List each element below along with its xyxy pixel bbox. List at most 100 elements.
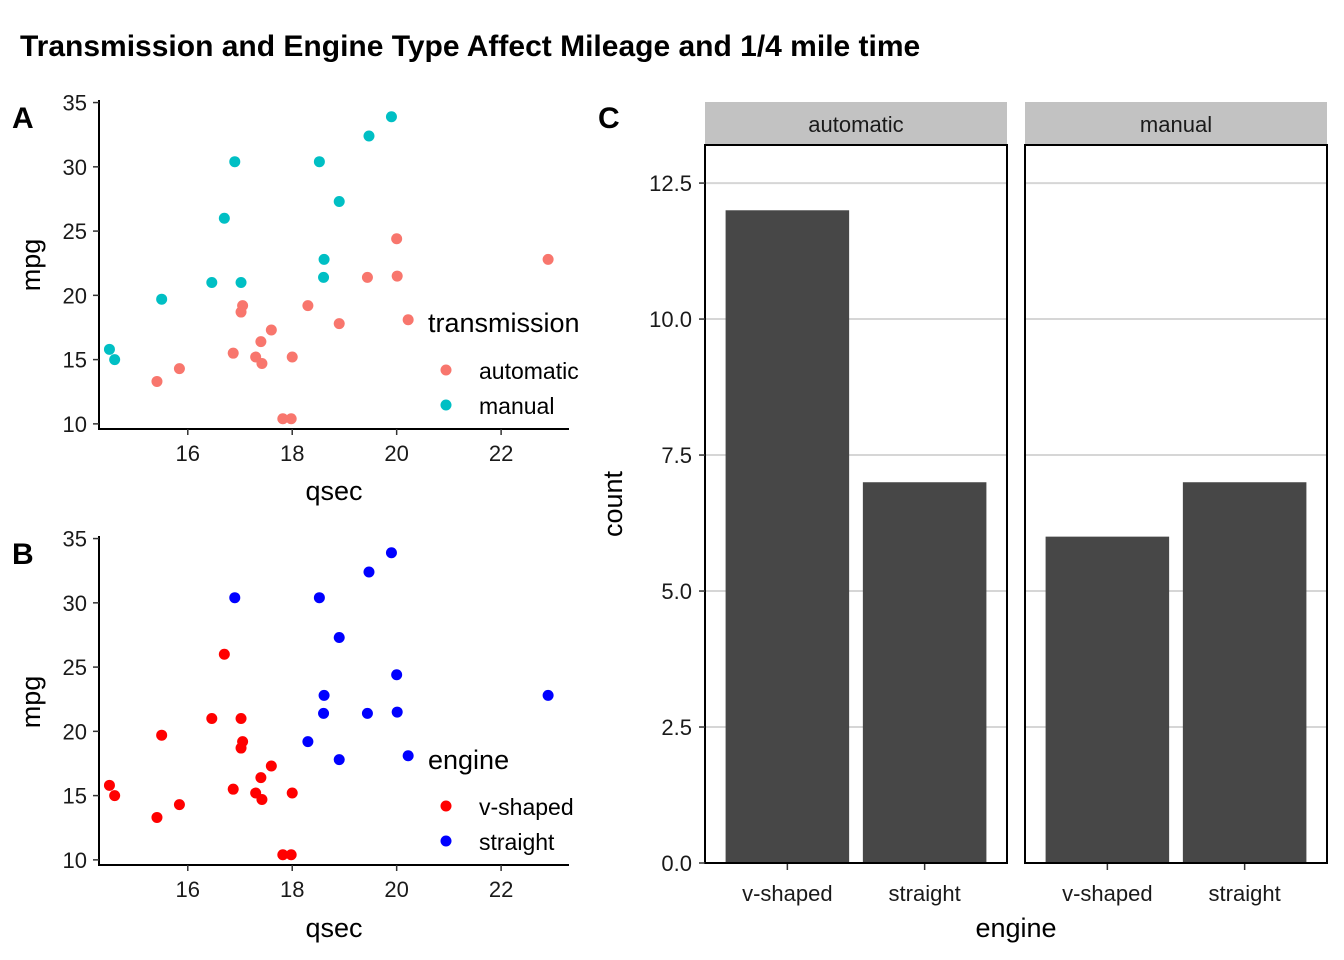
panel-b-point-v-shaped <box>156 729 168 741</box>
panel-a-point-manual <box>363 130 375 142</box>
bar-automatic-v-shaped <box>725 210 850 864</box>
panel-b-point-v-shaped <box>265 760 277 772</box>
panel-b-tag: B <box>12 538 34 571</box>
panel-b-x-tick-label: 16 <box>176 877 200 902</box>
panel-a-point-manual <box>103 343 115 355</box>
bar-automatic-straight <box>862 482 987 863</box>
panel-b-point-straight <box>229 592 241 604</box>
panel-a-point-manual <box>206 276 218 288</box>
panel-b-point-straight <box>402 750 414 762</box>
panel-c-bars <box>725 210 1307 864</box>
panel-b-y-tick-label: 35 <box>63 527 87 552</box>
panel-a-point-automatic <box>391 233 403 245</box>
panel-a-y-label: mpg <box>16 239 46 292</box>
panel-a-y-tick-label: 35 <box>63 91 87 116</box>
panel-b-point-v-shaped <box>250 787 262 799</box>
bar-manual-straight <box>1182 482 1307 863</box>
panel-a-point-manual <box>318 253 330 265</box>
panel-a-x-label: qsec <box>305 476 362 506</box>
panel-c-x-label: engine <box>975 913 1056 943</box>
panel-b-y-label: mpg <box>16 676 46 729</box>
panel-b-point-v-shaped <box>173 799 185 811</box>
figure-title: Transmission and Engine Type Affect Mile… <box>20 30 920 63</box>
panel-a-point-manual <box>385 111 397 123</box>
panel-b-point-straight <box>302 736 314 748</box>
panel-b-point-straight <box>542 689 554 701</box>
panel-a-point-manual <box>109 354 121 366</box>
panel-b-legend: engine v-shaped straight <box>428 745 574 855</box>
panel-b-point-straight <box>363 566 375 578</box>
panel-a-point-automatic <box>227 347 239 359</box>
panel-c-x-tick-label: v-shaped <box>742 881 833 906</box>
panel-b-x-tick-label: 20 <box>384 877 408 902</box>
panel-a-point-manual <box>229 156 241 168</box>
panel-c-x-tick-label: straight <box>889 881 961 906</box>
panel-a-x-tick-label: 20 <box>384 441 408 466</box>
panel-a-point-automatic <box>286 351 298 363</box>
panel-b-x-ticks: 16 18 20 22 <box>176 865 513 902</box>
panel-a-tag: A <box>12 102 34 135</box>
panel-a-legend-label-automatic: automatic <box>479 358 579 384</box>
panel-b-point-v-shaped <box>237 736 249 748</box>
panel-a-point-automatic <box>265 324 277 336</box>
panel-b-legend-title: engine <box>428 745 509 775</box>
panel-c-x-tick-label: straight <box>1209 881 1281 906</box>
panel-b-y-tick-label: 30 <box>63 591 87 616</box>
panel-c-y-tick-label: 10.0 <box>649 307 692 332</box>
panel-c-x-tick-label: v-shaped <box>1062 881 1153 906</box>
panel-a-points <box>103 111 554 425</box>
panel-a-point-automatic <box>173 363 185 375</box>
panel-a-point-automatic <box>237 300 249 312</box>
panel-a-y-tick-label: 10 <box>63 412 87 437</box>
panel-a-x-tick-label: 16 <box>176 441 200 466</box>
panel-b-legend-label-straight: straight <box>479 829 555 855</box>
panel-b-point-v-shaped <box>235 712 247 724</box>
panel-b-point-v-shaped <box>206 712 218 724</box>
panel-b-point-straight <box>391 706 403 718</box>
panel-b-y-tick-label: 10 <box>63 848 87 873</box>
panel-a-point-manual <box>313 156 325 168</box>
panel-b-x-tick-label: 18 <box>280 877 304 902</box>
panel-a-x-tick-label: 18 <box>280 441 304 466</box>
panel-b-x-label: qsec <box>305 913 362 943</box>
panel-a-point-manual <box>235 276 247 288</box>
panel-b-point-straight <box>385 547 397 559</box>
panel-a-legend-key-automatic <box>440 364 452 376</box>
panel-a-x-tick-label: 22 <box>489 441 513 466</box>
panel-a-y-tick-label: 25 <box>63 219 87 244</box>
panel-b-point-v-shaped <box>277 849 289 861</box>
panel-b-point-straight <box>333 632 345 644</box>
panel-b-y-tick-label: 15 <box>63 784 87 809</box>
panel-b-x-tick-label: 22 <box>489 877 513 902</box>
facet-strip-automatic <box>705 102 1007 144</box>
panel-b-point-straight <box>333 754 345 766</box>
panel-b-point-v-shaped <box>218 648 230 660</box>
panel-c-y-tick-label: 2.5 <box>661 715 692 740</box>
facet-strip-label-automatic: automatic <box>808 112 903 137</box>
panel-c-y-tick-label: 0.0 <box>661 851 692 876</box>
panel-c-y-tick-label: 12.5 <box>649 171 692 196</box>
panel-a-point-automatic <box>333 318 345 330</box>
panel-a-point-automatic <box>361 271 373 283</box>
panel-a-point-automatic <box>255 336 267 348</box>
facet-strip-label-manual: manual <box>1140 112 1212 137</box>
panel-a-point-automatic <box>151 375 163 387</box>
panel-a-point-manual <box>218 212 230 224</box>
panel-b-point-straight <box>318 707 330 719</box>
panel-b-point-v-shaped <box>109 790 121 802</box>
panel-b-points <box>103 547 554 861</box>
panel-a-point-manual <box>156 293 168 305</box>
panel-a-point-manual <box>318 271 330 283</box>
panel-b-y-tick-label: 20 <box>63 719 87 744</box>
panel-b-point-v-shaped <box>103 779 115 791</box>
panel-a-y-tick-label: 20 <box>63 283 87 308</box>
panel-a-point-automatic <box>402 314 414 326</box>
panel-c-x-ticks: v-shaped straight v-shaped straight <box>742 864 1281 906</box>
panel-b-point-straight <box>361 707 373 719</box>
facet-strip-manual <box>1025 102 1327 144</box>
facet-panel-automatic <box>704 144 1008 864</box>
panel-b-point-v-shaped <box>151 811 163 823</box>
panel-b-legend-key-straight <box>440 835 452 847</box>
panel-b: B 10 15 20 25 30 35 16 18 20 22 qsec mpg engine … <box>12 527 574 943</box>
